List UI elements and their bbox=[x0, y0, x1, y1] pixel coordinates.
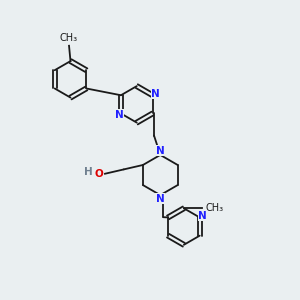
Text: H: H bbox=[84, 167, 93, 177]
Text: CH₃: CH₃ bbox=[60, 33, 78, 43]
Text: N: N bbox=[151, 89, 160, 99]
Text: N: N bbox=[198, 211, 207, 221]
Text: N: N bbox=[156, 146, 165, 156]
Text: N: N bbox=[156, 194, 165, 204]
Text: O: O bbox=[95, 169, 104, 179]
Text: CH₃: CH₃ bbox=[206, 203, 224, 213]
Text: N: N bbox=[115, 110, 124, 120]
